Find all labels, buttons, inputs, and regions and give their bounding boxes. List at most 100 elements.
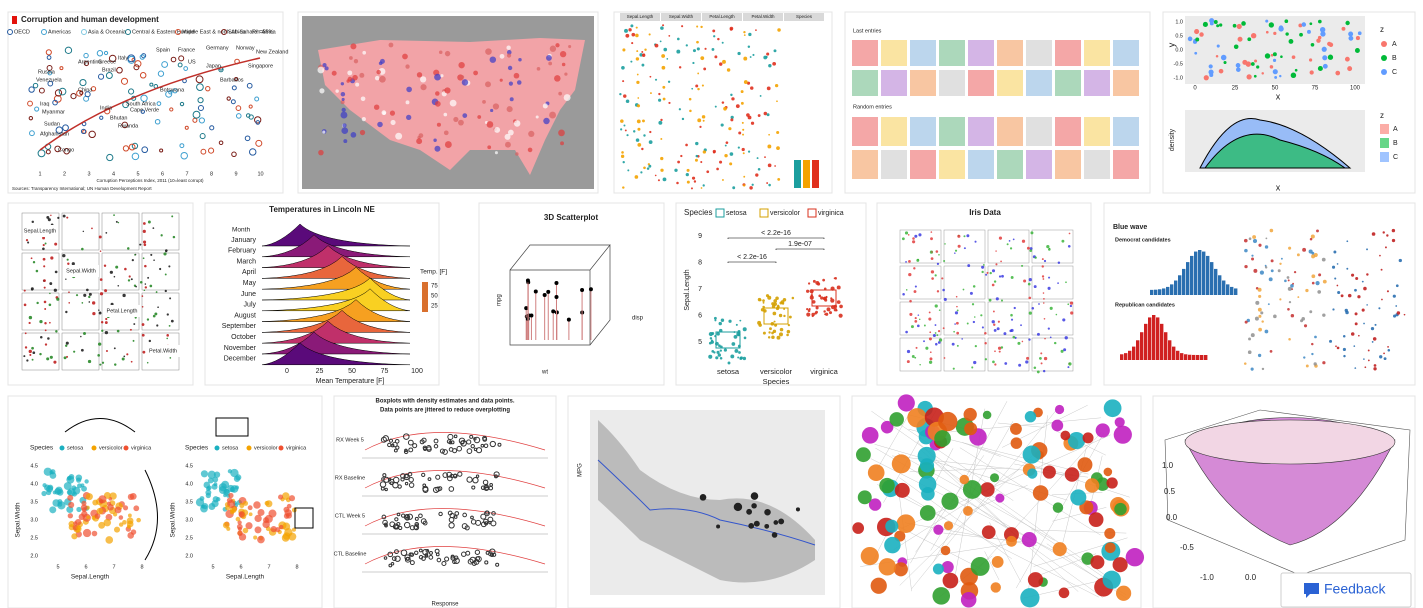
decor-dot — [28, 321, 31, 325]
decor-dot — [101, 329, 104, 332]
decor-dot — [211, 499, 219, 508]
decor-dot — [464, 525, 470, 531]
thumbnail[interactable] — [844, 11, 1151, 194]
decor-dot — [752, 53, 755, 56]
decor-dot — [144, 283, 147, 285]
decor-dot — [1303, 324, 1308, 328]
feedback-button[interactable]: Feedback — [1280, 572, 1412, 608]
bar — [1192, 354, 1196, 360]
decor-dot — [1309, 22, 1313, 26]
decor-dot — [1032, 485, 1049, 501]
ridge — [261, 299, 411, 322]
decor-dot — [139, 54, 146, 60]
decor-dot — [515, 152, 519, 156]
x-tick-label: 9 — [234, 171, 237, 177]
feedback-label[interactable]: Feedback — [1324, 581, 1386, 597]
decor-dot — [536, 67, 541, 71]
decor-dot — [67, 262, 70, 265]
decor-dot — [76, 477, 82, 483]
decor-dot — [389, 110, 396, 116]
decor-dot — [254, 514, 262, 523]
legend-swatch — [1381, 55, 1387, 61]
decor-dot — [1294, 68, 1298, 72]
panel — [987, 229, 1030, 264]
decor-dot — [1039, 357, 1042, 360]
decor-dot — [942, 327, 945, 330]
decor-dot — [721, 41, 724, 44]
decor-dot — [350, 131, 357, 138]
decor-dot — [1334, 277, 1337, 280]
decor-dot — [733, 334, 738, 339]
decor-dot — [86, 515, 90, 520]
decor-dot — [667, 80, 671, 83]
bar — [794, 160, 801, 188]
decor-dot — [124, 267, 127, 271]
decor-dot — [934, 304, 938, 308]
legend-swatch — [91, 445, 97, 451]
decor-dot — [695, 141, 699, 146]
decor-dot — [1042, 292, 1045, 294]
decor-dot — [421, 472, 426, 478]
decor-dot — [1067, 244, 1071, 248]
thumbnail[interactable] — [478, 202, 665, 386]
decor-dot — [1041, 265, 1044, 268]
decor-dot — [473, 437, 477, 441]
decor-dot — [1194, 29, 1200, 35]
decor-dot — [1264, 53, 1271, 59]
decor-dot — [407, 471, 413, 477]
decor-dot — [65, 341, 69, 345]
legend-swatch — [221, 29, 227, 35]
decor-dot — [109, 270, 113, 274]
decor-dot — [620, 154, 625, 158]
ridge — [261, 234, 411, 258]
decor-dot — [66, 258, 69, 261]
decor-dot — [631, 42, 634, 45]
x-label: Corruption Perceptions Index, 2011 (10=l… — [96, 178, 204, 183]
thumbnail[interactable] — [7, 11, 284, 194]
decor-dot — [1344, 56, 1350, 62]
decor-dot — [689, 109, 692, 113]
thumbnail[interactable] — [876, 202, 1092, 386]
thumbnail[interactable] — [333, 395, 557, 608]
decor-dot — [341, 127, 349, 135]
thumbnail[interactable] — [675, 202, 867, 386]
decor-dot — [131, 152, 140, 161]
decor-dot — [774, 323, 778, 327]
decor-dot — [932, 333, 936, 338]
decor-dot — [993, 323, 996, 326]
decor-dot — [938, 253, 940, 256]
decor-dot — [1386, 234, 1389, 237]
decor-dot — [237, 526, 242, 531]
decor-dot — [49, 355, 53, 359]
point — [533, 289, 538, 294]
decor-dot — [183, 66, 189, 71]
decor-dot — [83, 332, 86, 335]
decor-dot — [700, 187, 703, 189]
decor-dot — [1220, 54, 1227, 61]
chart-title: Blue wave — [1113, 224, 1147, 231]
decor-dot — [942, 288, 945, 292]
decor-dot — [453, 434, 458, 439]
decor-dot — [253, 535, 258, 540]
feedback-background[interactable] — [1280, 572, 1412, 608]
density-curve — [364, 546, 546, 565]
decor-dot — [635, 57, 640, 61]
decor-dot — [52, 99, 58, 106]
decor-dot — [1348, 35, 1354, 41]
decor-dot — [755, 29, 757, 32]
decor-dot — [824, 298, 828, 302]
decor-dot — [200, 148, 207, 155]
decor-dot — [905, 330, 908, 334]
decor-dot — [1354, 322, 1358, 326]
decor-dot — [149, 284, 153, 288]
decor-dot — [1269, 65, 1274, 69]
decor-dot — [81, 510, 88, 518]
y-tick-label: 5 — [698, 339, 702, 346]
group-label: RX Week 5 — [336, 437, 364, 443]
decor-dot — [1021, 264, 1024, 267]
decor-dot — [737, 356, 740, 359]
decor-dot — [433, 443, 439, 449]
decor-dot — [910, 325, 914, 329]
decor-dot — [1322, 313, 1326, 317]
decor-dot — [433, 138, 437, 142]
